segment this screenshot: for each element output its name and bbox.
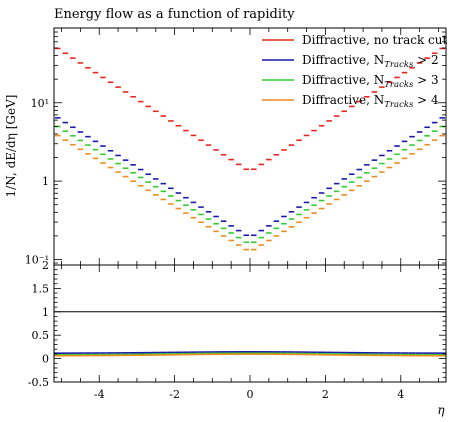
ratio-y-tick-label: 1 xyxy=(42,306,49,319)
y-axis-label: 1/N, dE/dη [GeV] xyxy=(4,95,18,198)
main-y-tick-label: 10⁻¹ xyxy=(25,253,49,266)
legend-label-3: Diffractive, NTracks > 4 xyxy=(302,93,439,110)
tick-labels: -4 -2 0 2 4 10⁻¹ 1 10¹ -0.5 0 0.5 1 1.5 2 xyxy=(25,97,404,401)
x-tick-label: 2 xyxy=(322,388,329,401)
legend-label-2: Diffractive, NTracks > 3 xyxy=(302,73,439,90)
axis-ticks xyxy=(54,27,446,383)
ratio-panel-marks xyxy=(54,311,446,357)
legend: Diffractive, no track cut Diffractive, NT… xyxy=(262,33,448,110)
x-tick-label: 0 xyxy=(247,388,254,401)
x-tick-label: -4 xyxy=(94,388,105,401)
legend-label-1: Diffractive, NTracks > 2 xyxy=(302,53,439,70)
main-y-tick-label: 1 xyxy=(42,175,49,188)
x-axis-label: η xyxy=(437,403,445,417)
ratio-y-tick-label: 1.5 xyxy=(32,282,50,295)
ratio-y-tick-label: 0.5 xyxy=(32,329,50,342)
legend-label-0: Diffractive, no track cut xyxy=(302,33,448,47)
ratio-y-tick-label: -0.5 xyxy=(28,376,49,389)
main-y-tick-label: 10¹ xyxy=(31,97,49,110)
ratio-y-tick-label: 2 xyxy=(42,259,49,272)
main-panel-marks xyxy=(55,47,445,251)
ratio-panel-frame xyxy=(53,264,447,383)
chart-title: Energy flow as a function of rapidity xyxy=(54,7,295,22)
ratio-y-tick-label: 0 xyxy=(42,353,49,366)
x-tick-label: -2 xyxy=(169,388,180,401)
x-tick-label: 4 xyxy=(397,388,404,401)
